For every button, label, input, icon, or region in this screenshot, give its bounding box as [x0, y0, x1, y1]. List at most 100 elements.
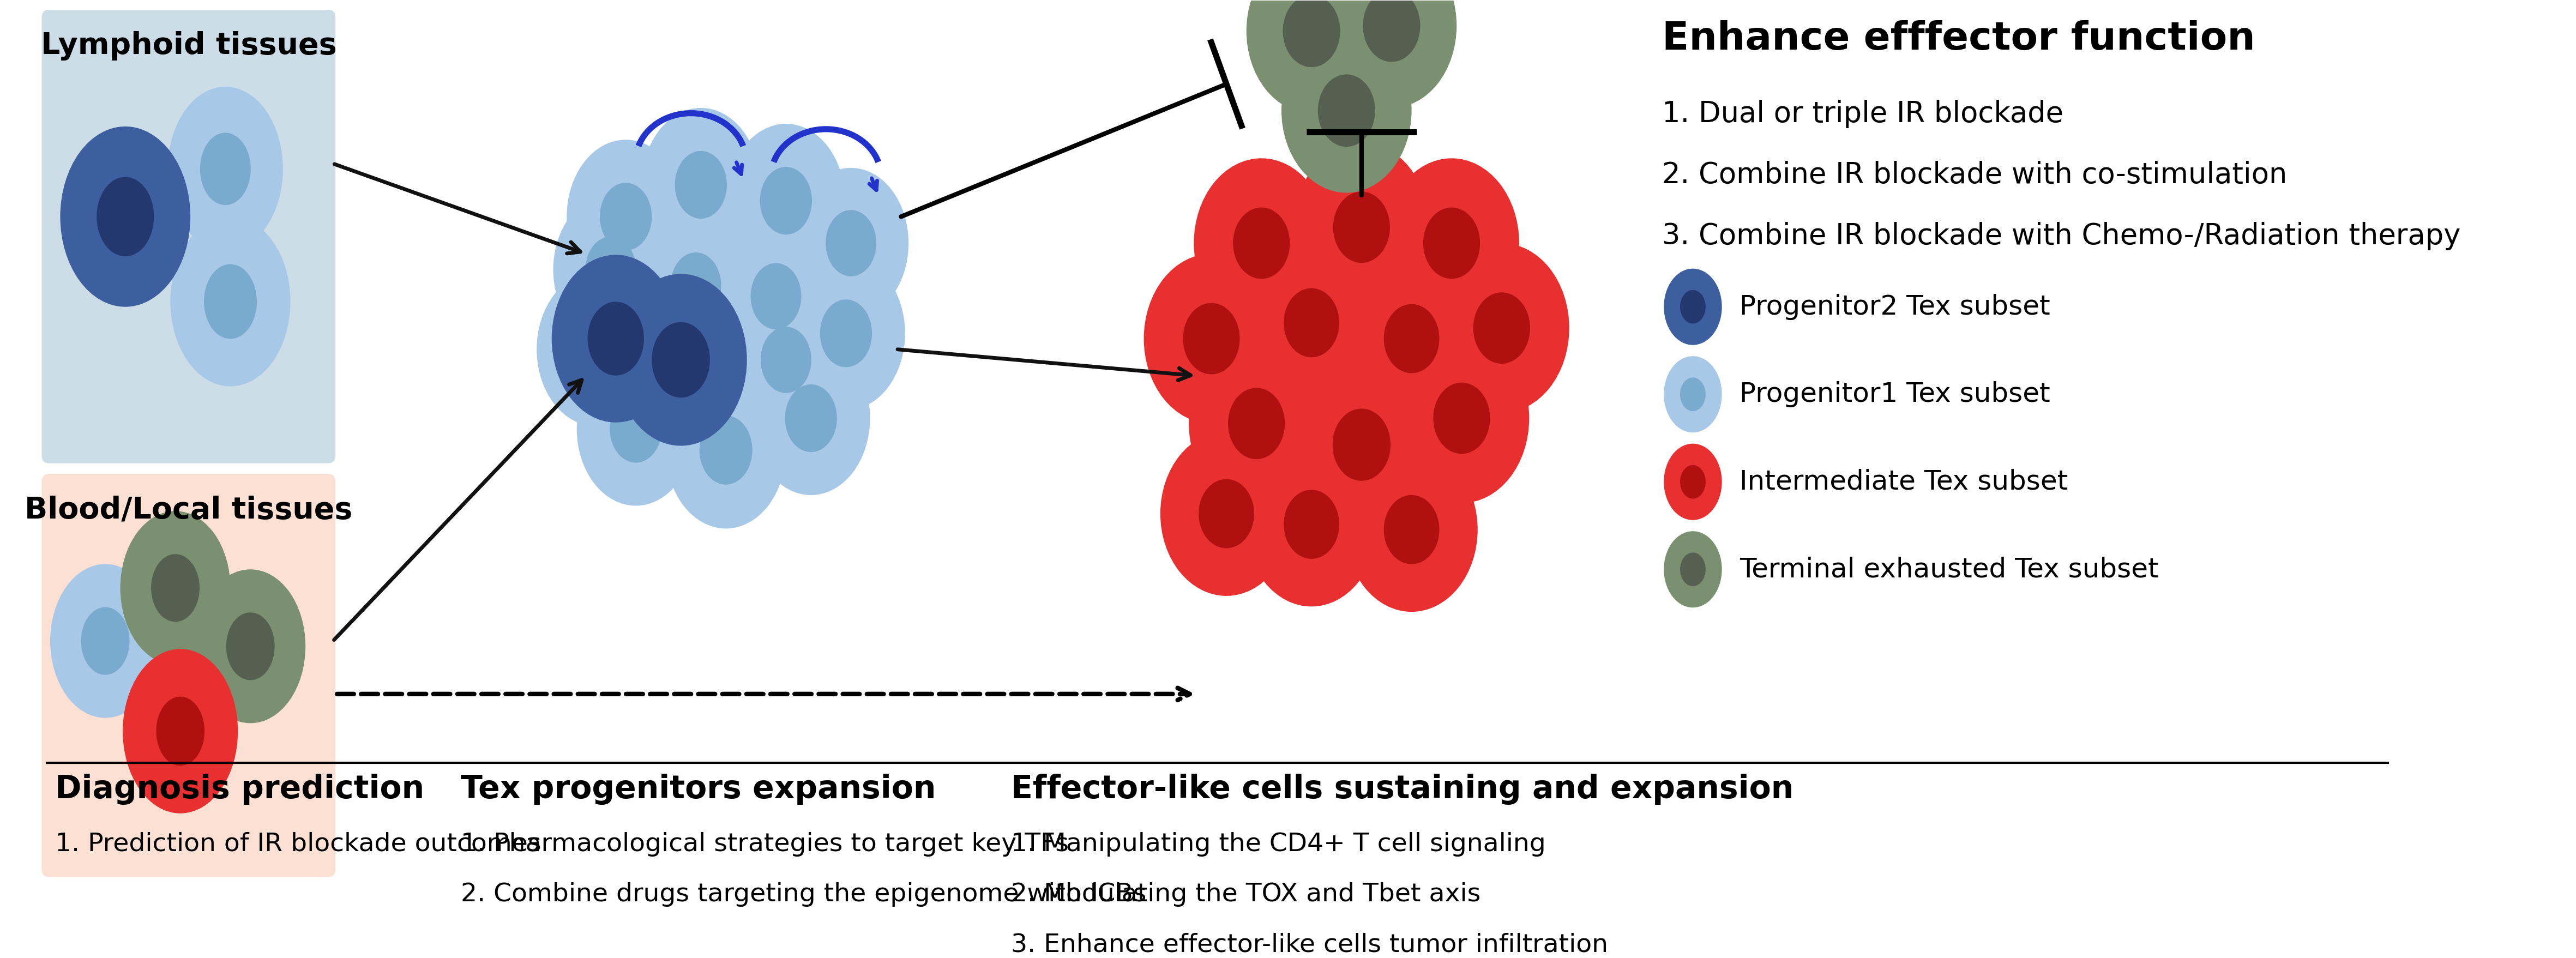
Ellipse shape — [786, 384, 837, 452]
Ellipse shape — [1664, 356, 1721, 432]
Text: Progenitor2 Tex subset: Progenitor2 Tex subset — [1739, 294, 2050, 320]
Text: 1. Dual or triple IR blockade: 1. Dual or triple IR blockade — [1662, 100, 2063, 128]
Text: Lymphoid tissues: Lymphoid tissues — [41, 31, 337, 60]
Ellipse shape — [587, 302, 644, 376]
Text: 3. Enhance effector-like cells tumor infiltration: 3. Enhance effector-like cells tumor inf… — [1012, 933, 1607, 957]
Ellipse shape — [152, 554, 198, 622]
Ellipse shape — [611, 395, 662, 463]
Ellipse shape — [752, 341, 871, 495]
Ellipse shape — [569, 315, 621, 383]
Ellipse shape — [98, 177, 155, 257]
Ellipse shape — [685, 332, 737, 399]
Ellipse shape — [554, 194, 667, 345]
Ellipse shape — [719, 221, 835, 372]
Ellipse shape — [1383, 304, 1440, 374]
Ellipse shape — [227, 612, 276, 680]
Ellipse shape — [1394, 333, 1530, 503]
Text: Intermediate Tex subset: Intermediate Tex subset — [1739, 468, 2069, 495]
FancyBboxPatch shape — [41, 474, 335, 877]
Ellipse shape — [124, 649, 237, 813]
Ellipse shape — [701, 416, 752, 485]
Ellipse shape — [1363, 0, 1419, 62]
Text: Tex progenitors expansion: Tex progenitors expansion — [461, 773, 935, 805]
Ellipse shape — [170, 217, 291, 386]
Text: 1. Pharmacological strategies to target key TFs: 1. Pharmacological strategies to target … — [461, 832, 1069, 856]
Ellipse shape — [750, 263, 801, 330]
Ellipse shape — [157, 696, 204, 765]
Ellipse shape — [652, 322, 711, 398]
Ellipse shape — [80, 607, 129, 674]
Text: 2. Combine drugs targeting the epigenome with ICBs: 2. Combine drugs targeting the epigenome… — [461, 882, 1146, 907]
Ellipse shape — [670, 253, 721, 319]
Ellipse shape — [1229, 388, 1285, 459]
Ellipse shape — [1283, 288, 1340, 357]
Ellipse shape — [1327, 0, 1455, 108]
Ellipse shape — [654, 290, 768, 441]
Text: 2. Combine IR blockade with co-stimulation: 2. Combine IR blockade with co-stimulati… — [1662, 161, 2287, 190]
Ellipse shape — [1425, 208, 1481, 279]
Ellipse shape — [536, 272, 654, 426]
Ellipse shape — [1345, 257, 1479, 421]
Ellipse shape — [1247, 0, 1376, 113]
Ellipse shape — [675, 151, 726, 218]
Ellipse shape — [1198, 479, 1255, 548]
Text: Progenitor1 Tex subset: Progenitor1 Tex subset — [1739, 381, 2050, 407]
Ellipse shape — [551, 255, 680, 422]
Text: 3. Combine IR blockade with Chemo-/Radiation therapy: 3. Combine IR blockade with Chemo-/Radia… — [1662, 222, 2460, 250]
Ellipse shape — [1193, 158, 1329, 328]
Ellipse shape — [1244, 442, 1378, 606]
Ellipse shape — [760, 167, 811, 235]
Ellipse shape — [1383, 158, 1520, 328]
Ellipse shape — [196, 569, 307, 723]
Ellipse shape — [1234, 208, 1291, 279]
Text: Diagnosis prediction: Diagnosis prediction — [54, 773, 425, 805]
Ellipse shape — [639, 210, 752, 361]
Ellipse shape — [1293, 143, 1430, 312]
Ellipse shape — [1680, 377, 1705, 411]
Text: 1. Prediction of IR blockade outcomes: 1. Prediction of IR blockade outcomes — [54, 832, 541, 856]
Ellipse shape — [786, 257, 904, 410]
Ellipse shape — [1680, 290, 1705, 324]
Ellipse shape — [1664, 531, 1721, 607]
Ellipse shape — [1664, 444, 1721, 520]
Ellipse shape — [59, 126, 191, 307]
Ellipse shape — [204, 264, 258, 339]
FancyBboxPatch shape — [41, 10, 335, 464]
Ellipse shape — [49, 564, 160, 718]
Ellipse shape — [1293, 359, 1430, 531]
Ellipse shape — [726, 124, 845, 278]
Ellipse shape — [1473, 292, 1530, 364]
Ellipse shape — [1435, 243, 1569, 413]
Ellipse shape — [827, 210, 876, 276]
Text: Blood/Local tissues: Blood/Local tissues — [26, 495, 353, 525]
Ellipse shape — [1283, 490, 1340, 559]
Ellipse shape — [1383, 495, 1440, 564]
Text: 2. Modulating the TOX and Tbet axis: 2. Modulating the TOX and Tbet axis — [1012, 882, 1481, 907]
Ellipse shape — [760, 327, 811, 393]
Ellipse shape — [1144, 254, 1278, 423]
Ellipse shape — [616, 274, 747, 445]
Ellipse shape — [793, 168, 909, 318]
Ellipse shape — [1182, 303, 1239, 375]
Ellipse shape — [729, 285, 842, 435]
Ellipse shape — [1680, 465, 1705, 499]
Ellipse shape — [1432, 382, 1489, 454]
Text: Enhance efffector function: Enhance efffector function — [1662, 20, 2254, 58]
Ellipse shape — [1680, 553, 1705, 586]
Ellipse shape — [567, 140, 685, 293]
Ellipse shape — [1244, 240, 1378, 405]
Ellipse shape — [585, 237, 636, 303]
Text: Terminal exhausted Tex subset: Terminal exhausted Tex subset — [1739, 557, 2159, 582]
Ellipse shape — [665, 372, 786, 529]
Ellipse shape — [600, 183, 652, 250]
Ellipse shape — [819, 300, 873, 367]
Text: 1. Manipulating the CD4+ T cell signaling: 1. Manipulating the CD4+ T cell signalin… — [1012, 832, 1546, 856]
Ellipse shape — [1159, 431, 1293, 596]
Ellipse shape — [121, 511, 229, 665]
Ellipse shape — [1319, 75, 1376, 147]
Ellipse shape — [1280, 29, 1412, 193]
Ellipse shape — [1283, 0, 1340, 67]
Ellipse shape — [1190, 338, 1324, 509]
Ellipse shape — [1664, 268, 1721, 345]
Text: Effector-like cells sustaining and expansion: Effector-like cells sustaining and expan… — [1012, 773, 1793, 805]
